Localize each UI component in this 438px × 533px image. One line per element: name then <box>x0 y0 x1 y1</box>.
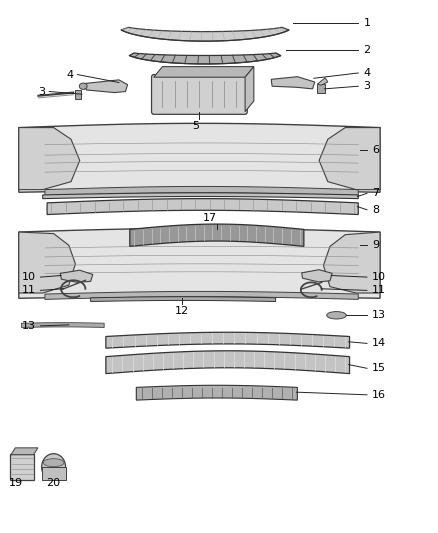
FancyBboxPatch shape <box>10 454 35 480</box>
Text: 2: 2 <box>364 45 371 55</box>
Polygon shape <box>19 232 75 293</box>
Polygon shape <box>19 127 80 190</box>
Text: 20: 20 <box>46 478 61 488</box>
Polygon shape <box>245 67 254 112</box>
Text: 4: 4 <box>364 68 371 78</box>
Polygon shape <box>45 292 358 300</box>
Polygon shape <box>84 80 127 93</box>
Polygon shape <box>43 193 358 199</box>
Text: 4: 4 <box>66 70 73 79</box>
Polygon shape <box>323 232 380 293</box>
Text: 1: 1 <box>364 18 371 28</box>
Text: 3: 3 <box>38 86 45 96</box>
Ellipse shape <box>79 83 87 90</box>
Polygon shape <box>106 332 350 348</box>
Polygon shape <box>91 297 276 302</box>
Text: 19: 19 <box>9 478 23 488</box>
Polygon shape <box>271 77 315 89</box>
Polygon shape <box>136 385 297 400</box>
Text: 11: 11 <box>21 285 35 295</box>
Text: 3: 3 <box>364 81 371 91</box>
Bar <box>42 467 66 480</box>
Text: 12: 12 <box>175 306 189 316</box>
Ellipse shape <box>327 312 346 319</box>
Text: 11: 11 <box>372 285 386 295</box>
Polygon shape <box>106 351 350 374</box>
Text: 15: 15 <box>372 364 386 373</box>
Polygon shape <box>11 448 38 455</box>
Text: 7: 7 <box>372 188 379 198</box>
Text: 13: 13 <box>372 310 386 320</box>
Polygon shape <box>121 27 289 41</box>
Text: 10: 10 <box>21 272 35 282</box>
Ellipse shape <box>42 454 66 480</box>
Text: 13: 13 <box>21 321 35 331</box>
Polygon shape <box>154 67 254 77</box>
Text: 14: 14 <box>372 338 386 349</box>
Text: 5: 5 <box>192 121 199 131</box>
Text: 10: 10 <box>372 272 386 282</box>
Bar <box>317 84 325 93</box>
Polygon shape <box>60 270 93 282</box>
Polygon shape <box>19 123 380 192</box>
Text: 8: 8 <box>372 205 379 215</box>
Polygon shape <box>47 199 358 215</box>
Polygon shape <box>129 53 281 64</box>
Text: 6: 6 <box>372 145 379 155</box>
FancyBboxPatch shape <box>152 75 247 114</box>
Polygon shape <box>319 127 380 190</box>
Polygon shape <box>45 187 358 196</box>
Polygon shape <box>130 224 304 246</box>
Bar <box>74 90 81 100</box>
Text: 9: 9 <box>372 240 379 251</box>
Text: 16: 16 <box>372 390 386 400</box>
Text: 17: 17 <box>203 213 217 223</box>
Polygon shape <box>318 78 328 85</box>
Ellipse shape <box>43 459 64 467</box>
Polygon shape <box>19 228 380 298</box>
Polygon shape <box>302 270 332 282</box>
